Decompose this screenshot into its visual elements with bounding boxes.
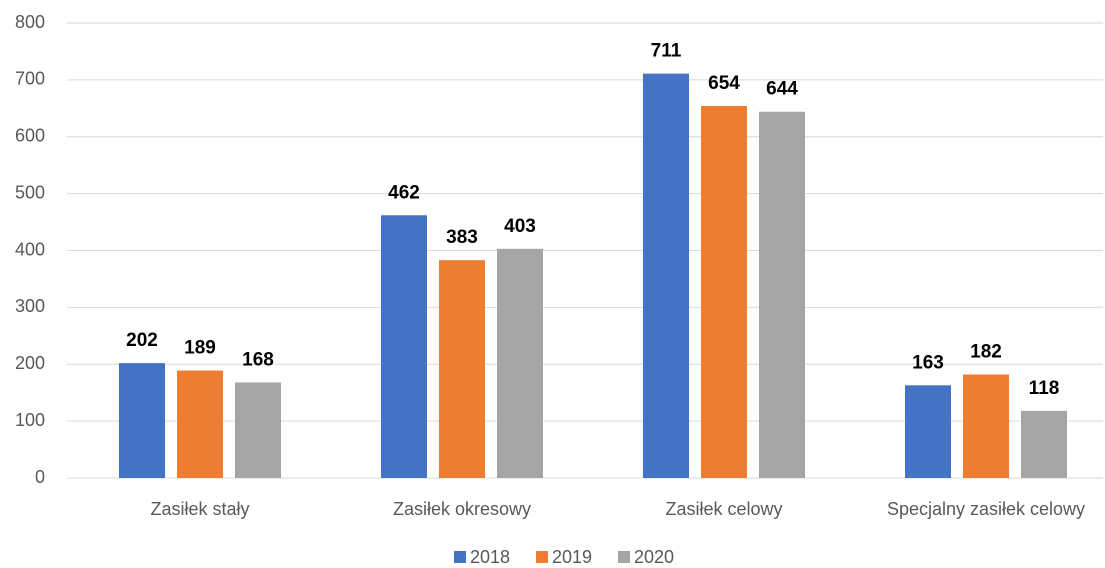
bar xyxy=(701,106,747,478)
bar xyxy=(905,385,951,478)
bar xyxy=(643,73,689,479)
bar xyxy=(1021,410,1067,478)
data-label: 462 xyxy=(388,182,420,203)
x-tick-label: Specjalny zasiłek celowy xyxy=(887,499,1085,519)
bar xyxy=(119,363,165,478)
data-label: 644 xyxy=(766,79,798,100)
legend-label: 2020 xyxy=(634,547,674,567)
legend-swatch xyxy=(454,551,466,563)
legend-label: 2018 xyxy=(470,547,510,567)
y-tick-label: 500 xyxy=(15,182,45,202)
data-label: 654 xyxy=(708,73,740,94)
data-label: 202 xyxy=(126,330,158,351)
bar xyxy=(497,248,543,478)
data-label: 383 xyxy=(446,227,478,248)
data-label: 182 xyxy=(970,342,1002,363)
x-tick-label: Zasiłek celowy xyxy=(665,499,782,519)
legend-label: 2019 xyxy=(552,547,592,567)
data-label: 168 xyxy=(242,349,274,370)
legend-swatch xyxy=(536,551,548,563)
y-tick-label: 300 xyxy=(15,296,45,316)
legend-swatch xyxy=(618,551,630,563)
data-label: 711 xyxy=(651,41,682,62)
bar xyxy=(177,370,223,478)
y-tick-label: 400 xyxy=(15,239,45,259)
x-tick-label: Zasiłek okresowy xyxy=(393,499,531,519)
bar xyxy=(439,260,485,478)
x-tick-label: Zasiłek stały xyxy=(150,499,249,519)
data-label: 403 xyxy=(504,216,536,237)
y-tick-label: 200 xyxy=(15,353,45,373)
bar xyxy=(235,382,281,478)
data-label: 163 xyxy=(912,352,944,373)
bar xyxy=(963,374,1009,478)
bar xyxy=(381,215,427,479)
y-tick-label: 0 xyxy=(35,467,45,487)
y-tick-label: 700 xyxy=(15,69,45,89)
data-label: 189 xyxy=(184,338,216,359)
y-tick-label: 600 xyxy=(15,126,45,146)
y-tick-label: 800 xyxy=(15,12,45,32)
y-tick-label: 100 xyxy=(15,410,45,430)
bar xyxy=(759,111,805,478)
data-label: 118 xyxy=(1029,378,1060,399)
